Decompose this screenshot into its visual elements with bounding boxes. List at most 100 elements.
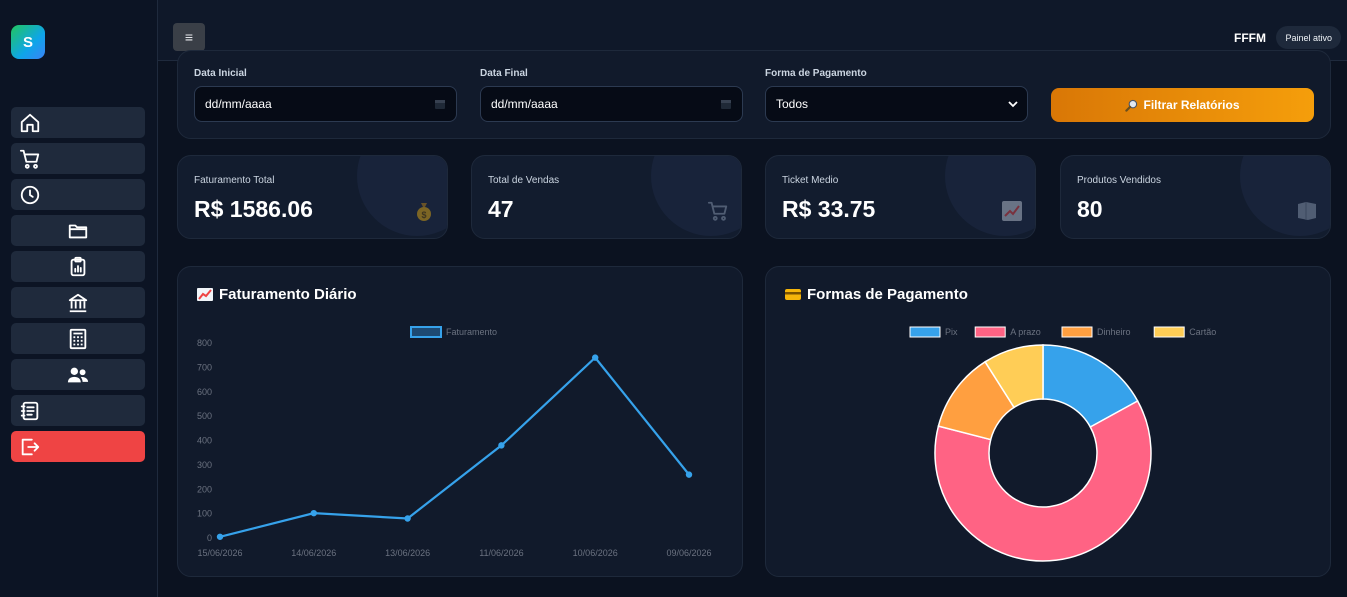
pie-chart-title-text: Formas de Pagamento	[807, 286, 968, 303]
start-date-value: dd/mm/aaaa	[205, 97, 272, 111]
legend-swatch	[909, 326, 941, 338]
x-tick-label: 13/06/2026	[385, 548, 430, 558]
stat-card-ticket: Ticket Medio R$ 33.75	[765, 155, 1036, 239]
legend-label: Cartão	[1189, 327, 1216, 337]
chevron-down-icon	[1008, 101, 1018, 108]
y-tick-label: 600	[197, 387, 212, 397]
data-point	[498, 442, 505, 449]
svg-text:$: $	[421, 210, 426, 220]
start-date-label: Data Inicial	[194, 68, 247, 79]
stat-value: R$ 33.75	[782, 196, 876, 222]
calendar-icon	[435, 100, 445, 109]
x-tick-label: 14/06/2026	[291, 548, 336, 558]
line-chart-card: Faturamento Diário Faturamento 0 100 200 300…	[177, 266, 743, 577]
chart-check-icon	[1002, 201, 1022, 221]
payment-label: Forma de Pagamento	[765, 68, 867, 79]
legend-label: Pix	[945, 327, 958, 337]
pie-chart: Pix A prazo Dinheiro Cartão	[909, 326, 1216, 562]
y-tick-label: 200	[197, 484, 212, 494]
x-tick-label: 11/06/2026	[479, 548, 523, 558]
stat-card-products: Produtos Vendidos 80	[1060, 155, 1331, 239]
decorative-circle	[651, 156, 741, 236]
end-date-value: dd/mm/aaaa	[491, 97, 558, 111]
y-tick-label: 700	[197, 362, 212, 372]
user-name: FFFM	[1234, 31, 1266, 45]
legend-swatch	[974, 326, 1006, 338]
sidebar: S	[0, 0, 158, 597]
stat-value: 47	[488, 196, 514, 222]
line-chart: Faturamento 0 100 200 300 400 500 600 700 800 15/0…	[197, 326, 712, 558]
menu-toggle-button[interactable]: ≡	[173, 23, 205, 51]
legend-swatch	[1153, 326, 1185, 338]
logout-icon	[21, 438, 40, 455]
x-tick-label: 09/06/2026	[666, 548, 711, 558]
pie-chart-card: Formas de Pagamento Pix A prazo Dinheiro Ca…	[765, 266, 1331, 577]
y-tick-label: 800	[197, 338, 212, 348]
y-tick-label: 100	[197, 509, 212, 519]
money-bag-icon: $	[417, 203, 431, 221]
sidebar-item-notes[interactable]	[11, 395, 145, 426]
logo-letter: S	[22, 33, 33, 51]
box-icon	[1298, 202, 1316, 220]
sidebar-item-bank[interactable]	[11, 287, 145, 318]
decorative-circle	[357, 156, 447, 236]
line-chart-title-text: Faturamento Diário	[219, 286, 357, 303]
series-line	[219, 356, 690, 538]
stat-label: Produtos Vendidos	[1077, 175, 1161, 186]
stat-label: Total de Vendas	[488, 175, 560, 186]
pie-slice	[984, 344, 1044, 409]
stat-value: 80	[1077, 196, 1103, 222]
app-logo[interactable]: S	[11, 25, 45, 59]
sidebar-item-reports[interactable]	[11, 251, 145, 282]
credit-card-icon	[785, 289, 801, 300]
stat-label: Ticket Medio	[782, 175, 839, 186]
stat-value: R$ 1586.06	[194, 196, 313, 222]
stat-card-revenue: Faturamento Total R$ 1586.06 $	[177, 155, 448, 239]
stat-label: Faturamento Total	[194, 175, 275, 186]
users-icon	[67, 367, 89, 382]
folder-icon	[68, 224, 88, 238]
sidebar-item-logout[interactable]	[11, 431, 145, 462]
data-point	[310, 509, 317, 517]
sidebar-item-sales[interactable]	[11, 143, 145, 174]
pie-chart-title: Formas de Pagamento	[785, 286, 968, 303]
chart-increasing-icon	[197, 288, 213, 301]
decorative-circle	[945, 156, 1035, 236]
data-point	[592, 354, 599, 361]
menu-icon: ≡	[184, 29, 194, 45]
data-point	[404, 515, 411, 522]
pie-slice	[934, 399, 1152, 562]
bank-icon	[68, 293, 88, 312]
cart-icon	[19, 149, 40, 169]
legend-swatch	[410, 326, 442, 338]
filter-reports-button[interactable]: Filtrar Relatórios	[1051, 88, 1314, 122]
payment-select-value: Todos	[776, 97, 809, 111]
payment-select[interactable]: Todos	[765, 86, 1028, 122]
calendar-icon	[721, 100, 731, 109]
y-tick-label: 500	[197, 411, 212, 421]
cart-icon	[707, 201, 728, 221]
stat-card-sales: Total de Vendas 47	[471, 155, 742, 239]
end-date-field[interactable]: dd/mm/aaaa	[480, 86, 743, 122]
sidebar-item-files[interactable]	[11, 215, 145, 246]
sidebar-item-users[interactable]	[11, 359, 145, 390]
data-point	[685, 471, 693, 478]
x-tick-label: 10/06/2026	[573, 548, 618, 558]
y-tick-label: 400	[197, 436, 212, 446]
filter-button-label: Filtrar Relatórios	[1143, 98, 1240, 112]
x-tick-label: 15/06/2026	[197, 548, 242, 558]
magnifier-icon	[1125, 99, 1138, 112]
line-chart-title: Faturamento Diário	[197, 286, 357, 303]
y-tick-label: 300	[197, 460, 212, 470]
sidebar-item-home[interactable]	[11, 107, 145, 138]
legend-label: Dinheiro	[1097, 327, 1131, 337]
home-icon	[20, 113, 40, 132]
y-tick-label: 0	[207, 533, 212, 543]
sidebar-item-calculator[interactable]	[11, 323, 145, 354]
legend-swatch	[1061, 326, 1093, 338]
start-date-field[interactable]: dd/mm/aaaa	[194, 86, 457, 122]
sidebar-item-history[interactable]	[11, 179, 145, 210]
clipboard-chart-icon	[70, 256, 86, 276]
data-point	[216, 533, 224, 540]
decorative-circle	[1240, 156, 1330, 236]
